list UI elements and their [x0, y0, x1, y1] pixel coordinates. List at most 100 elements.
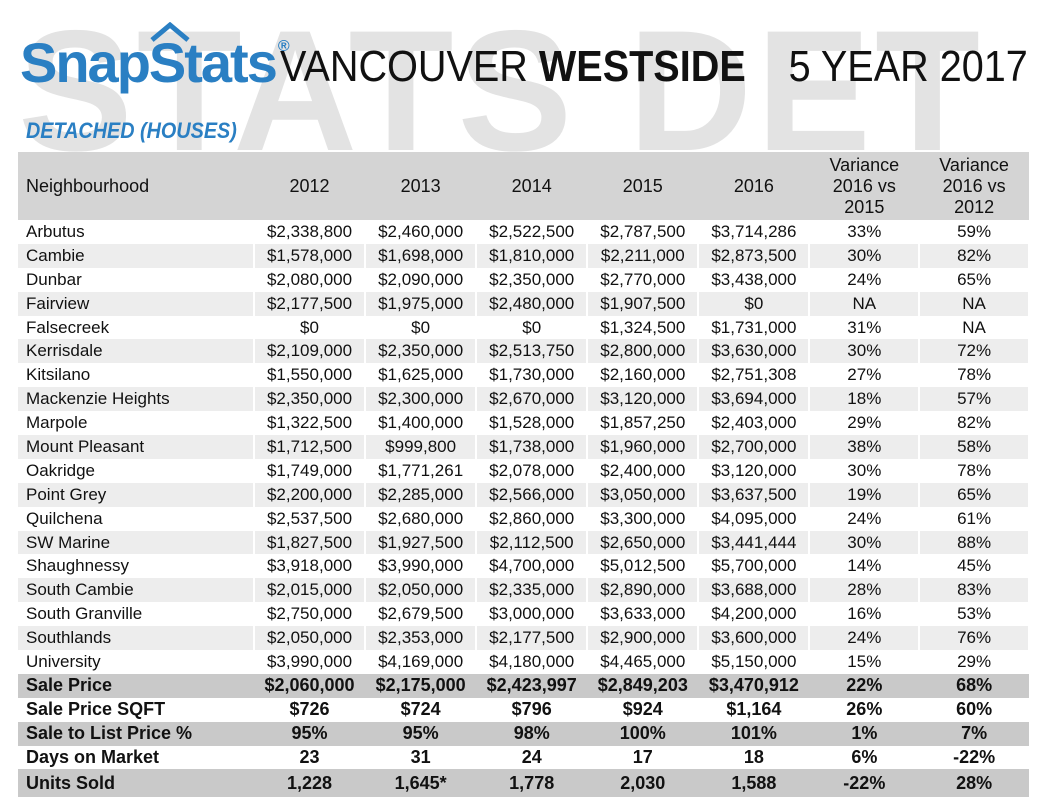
table-row: Kerrisdale $2,109,000 $2,350,000 $2,513,750… [18, 339, 1030, 364]
summary-row: Sale to List Price % 95% 95% 98% 100% 101% 1% 7… [18, 721, 1029, 746]
neighbourhood-cell: Southlands [18, 626, 255, 651]
stats-table: Neighbourhood 2012 2013 2014 2015 2016 V… [18, 152, 1030, 798]
table-cell: $2,015,000 [253, 578, 367, 603]
summary-cell: 100% [587, 721, 699, 746]
table-cell: 82% [919, 411, 1030, 436]
table-cell: 82% [919, 243, 1030, 268]
header-line: Variance [939, 154, 1009, 175]
summary-cell: 18 [698, 745, 810, 770]
summary-cell: 28% [919, 769, 1029, 798]
house-roof-icon [150, 22, 190, 42]
summary-cell: $924 [587, 697, 699, 722]
header-line: Variance [829, 154, 900, 175]
neighbourhood-cell: South Cambie [18, 578, 255, 603]
table-row: South Cambie $2,015,000 $2,050,000 $2,335,0… [18, 578, 1030, 603]
summary-cell: $3,470,912 [698, 673, 810, 698]
table-row: Fairview $2,177,500 $1,975,000 $2,480,000 $1… [18, 291, 1030, 316]
summary-cell: $2,849,203 [587, 673, 699, 698]
summary-cell: -22% [809, 769, 920, 798]
table-cell: $3,918,000 [253, 554, 367, 579]
table-cell: $3,438,000 [698, 267, 811, 292]
table-cell: $2,400,000 [587, 458, 700, 483]
table-cell: $2,513,750 [476, 339, 589, 364]
table-cell: 30% [809, 339, 921, 364]
table-cell: $3,633,000 [587, 602, 700, 627]
table-cell: $2,050,000 [253, 626, 367, 651]
table-cell: 65% [919, 267, 1030, 292]
neighbourhood-cell: Point Grey [18, 482, 255, 507]
table-cell: 83% [919, 578, 1030, 603]
table-cell: $5,012,500 [587, 554, 700, 579]
table-cell: $2,338,800 [253, 220, 367, 244]
page-title: VANCOUVER WESTSIDE [280, 42, 746, 92]
header-line: 2012 [954, 196, 995, 217]
table-cell: $3,990,000 [253, 650, 367, 674]
table-cell: $1,749,000 [253, 458, 367, 483]
table-cell: 16% [809, 602, 921, 627]
summary-label: Sale Price [18, 673, 254, 698]
table-cell: $1,960,000 [587, 435, 700, 459]
summary-cell: 68% [919, 673, 1029, 698]
column-header: 2014 [476, 152, 588, 220]
summary-cell: $796 [476, 697, 588, 722]
summary-label: Sale to List Price % [18, 721, 254, 746]
summary-cell: 1% [809, 721, 920, 746]
table-cell: $1,528,000 [476, 411, 589, 436]
table-cell: $2,335,000 [476, 578, 589, 603]
neighbourhood-cell: Fairview [18, 291, 255, 316]
table-cell: $1,975,000 [365, 291, 478, 316]
summary-cell: 1,645* [365, 769, 477, 798]
table-cell: $2,350,000 [365, 339, 478, 364]
neighbourhood-cell: South Granville [18, 602, 255, 627]
table-cell: $2,177,500 [253, 291, 367, 316]
table-cell: $2,670,000 [476, 387, 589, 412]
summary-cell: 26% [809, 697, 920, 722]
table-row: Southlands $2,050,000 $2,353,000 $2,177,500… [18, 626, 1030, 651]
summary-row: Days on Market 23 31 24 17 18 6% -22% [18, 745, 1029, 770]
table-row: Kitsilano $1,550,000 $1,625,000 $1,730,000 $… [18, 363, 1030, 388]
summary-cell: 98% [476, 721, 588, 746]
table-cell: $1,578,000 [253, 243, 367, 268]
summary-label: Days on Market [18, 745, 254, 770]
table-cell: $2,751,308 [698, 363, 811, 388]
table-cell: $1,827,500 [253, 530, 367, 555]
summary-row: Units Sold 1,228 1,645* 1,778 2,030 1,588 -22%… [18, 769, 1029, 798]
table-cell: $1,730,000 [476, 363, 589, 388]
table-row: Quilchena $2,537,500 $2,680,000 $2,860,000 $… [18, 506, 1030, 531]
table-cell: $3,600,000 [698, 626, 811, 651]
neighbourhood-cell: Dunbar [18, 267, 255, 292]
table-cell: $1,907,500 [587, 291, 700, 316]
neighbourhood-cell: Quilchena [18, 506, 255, 531]
table-cell: $2,770,000 [587, 267, 700, 292]
table-cell: $2,112,500 [476, 530, 589, 555]
column-header: 2016 [698, 152, 810, 220]
table-cell: 29% [809, 411, 921, 436]
table-cell: $2,890,000 [587, 578, 700, 603]
table-cell: 53% [919, 602, 1030, 627]
table-cell: 58% [919, 435, 1030, 459]
table-cell: NA [809, 291, 921, 316]
table-cell: 31% [809, 315, 921, 340]
summary-row: Sale Price $2,060,000 $2,175,000 $2,423,997… [18, 673, 1029, 698]
table-cell: 30% [809, 458, 921, 483]
table-cell: $2,403,000 [698, 411, 811, 436]
summary-cell: 17 [587, 745, 699, 770]
table-cell: 33% [809, 220, 921, 244]
table-row: Oakridge $1,749,000 $1,771,261 $2,078,000 $2… [18, 458, 1030, 483]
summary-cell: -22% [919, 745, 1029, 770]
summary-cell: $1,164 [698, 697, 810, 722]
table-cell: $2,680,000 [365, 506, 478, 531]
table-cell: $2,078,000 [476, 458, 589, 483]
summary-row: Sale Price SQFT $726 $724 $796 $924 $1,164 26%… [18, 697, 1029, 722]
table-cell: $2,650,000 [587, 530, 700, 555]
table-row: Marpole $1,322,500 $1,400,000 $1,528,000 $1,… [18, 411, 1030, 436]
neighbourhood-cell: SW Marine [18, 530, 255, 555]
table-row: South Granville $2,750,000 $2,679,500 $3,00… [18, 602, 1030, 627]
table-cell: $5,150,000 [698, 650, 811, 674]
summary-cell: 1,228 [253, 769, 366, 798]
table-cell: $4,180,000 [476, 650, 589, 674]
table-cell: $2,200,000 [253, 482, 367, 507]
table-cell: 78% [919, 363, 1030, 388]
summary-cell: 95% [365, 721, 477, 746]
summary-cell: 2,030 [587, 769, 699, 798]
